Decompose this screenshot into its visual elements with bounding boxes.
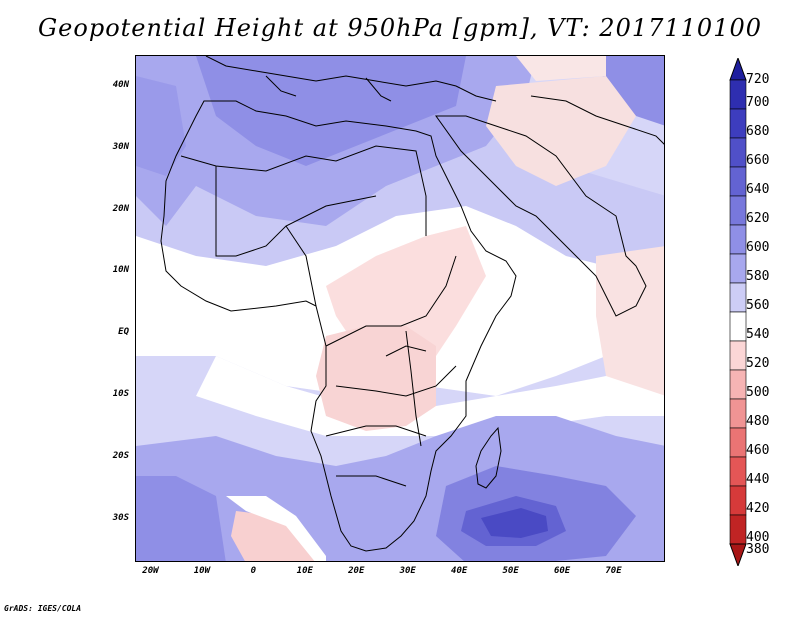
colorbar-swatch [729, 311, 747, 342]
lat-tick-label: 30S [112, 512, 129, 523]
map-title: Geopotential Height at 950hPa [gpm], VT:… [38, 14, 762, 42]
lat-tick-label: 20N [112, 203, 129, 214]
coastlines [160, 56, 664, 552]
colorbar-swatch [729, 514, 747, 545]
footer-credit: GrADS: IGES/COLA [4, 604, 82, 613]
lat-tick-label: 10N [112, 265, 129, 276]
colorbar-level-label: 660 [746, 153, 770, 168]
colorbar-swatch [729, 485, 747, 516]
colorbar-swatch [729, 282, 747, 313]
lon-tick-label: 10E [296, 566, 313, 576]
field-white-southatlantic [226, 496, 326, 561]
colorbar-level-label: 700 [746, 95, 770, 110]
field-pink-central [326, 226, 486, 356]
colorbar-swatch [729, 369, 747, 400]
colorbar-swatch [729, 340, 747, 371]
field-blue-east [596, 56, 664, 126]
colorbar-level-label: 400 [746, 530, 770, 545]
colorbar-level-label: 420 [746, 501, 770, 516]
colorbar-level-label: 580 [746, 269, 770, 284]
field-pink-ne [516, 56, 606, 81]
colorbar-level-label: 540 [746, 327, 770, 342]
colorbar [729, 58, 747, 566]
field-pink-congo [316, 326, 436, 431]
colorbar-level-label: 480 [746, 414, 770, 429]
colorbar-level-label: 720 [746, 72, 770, 87]
colorbar-swatch [729, 166, 747, 197]
colorbar-level-label: 640 [746, 182, 770, 197]
colorbar-swatch [729, 79, 747, 110]
lat-tick-label: 20S [112, 450, 129, 461]
lon-tick-label: 40E [451, 566, 468, 576]
lon-tick-label: 10W [193, 566, 211, 576]
colorbar-level-label: 620 [746, 211, 770, 226]
lon-tick-label: 20W [142, 566, 159, 576]
lat-tick-label: 10S [112, 389, 129, 400]
lat-tick-label: 40N [112, 79, 129, 90]
field-pink-arabia [486, 76, 636, 186]
colorbar-swatch [729, 253, 747, 284]
colorbar-swatch [729, 456, 747, 487]
lon-tick-label: 70E [605, 566, 622, 576]
field-blue-morocco [136, 76, 186, 176]
colorbar-level-label: 600 [746, 240, 770, 255]
field-blue-deep-sw [136, 476, 226, 561]
lon-tick-label: 30E [399, 566, 416, 576]
colorbar-swatch [729, 108, 747, 139]
geopotential-map [136, 56, 664, 561]
colorbar-level-label: 460 [746, 443, 770, 458]
lon-tick-label: 20E [348, 566, 365, 576]
colorbar-top-arrow [729, 58, 747, 81]
field-blue-core [481, 508, 548, 538]
colorbar-level-label: 560 [746, 298, 770, 313]
field-pink-india [596, 246, 664, 396]
lon-tick-label: 50E [502, 566, 519, 576]
colorbar-level-label: 520 [746, 356, 770, 371]
colorbar-swatch [729, 137, 747, 168]
colorbar-swatch [729, 195, 747, 226]
field-pink-southatlantic [231, 511, 316, 561]
map-panel [135, 55, 665, 562]
colorbar-bottom-arrow [729, 543, 747, 566]
colorbar-swatch [729, 398, 747, 429]
lat-tick-label: 30N [112, 141, 129, 152]
colorbar-swatch [729, 427, 747, 458]
colorbar-level-label: 500 [746, 385, 770, 400]
colorbar-level-label: 680 [746, 124, 770, 139]
lon-tick-label: 0 [250, 566, 257, 576]
colorbar-level-label: 440 [746, 472, 770, 487]
colorbar-swatch [729, 224, 747, 255]
lat-tick-label: EQ [118, 327, 129, 338]
field-blue-med [196, 56, 466, 166]
colorbar-level-label: 380 [746, 542, 770, 557]
lon-tick-label: 60E [553, 566, 571, 576]
